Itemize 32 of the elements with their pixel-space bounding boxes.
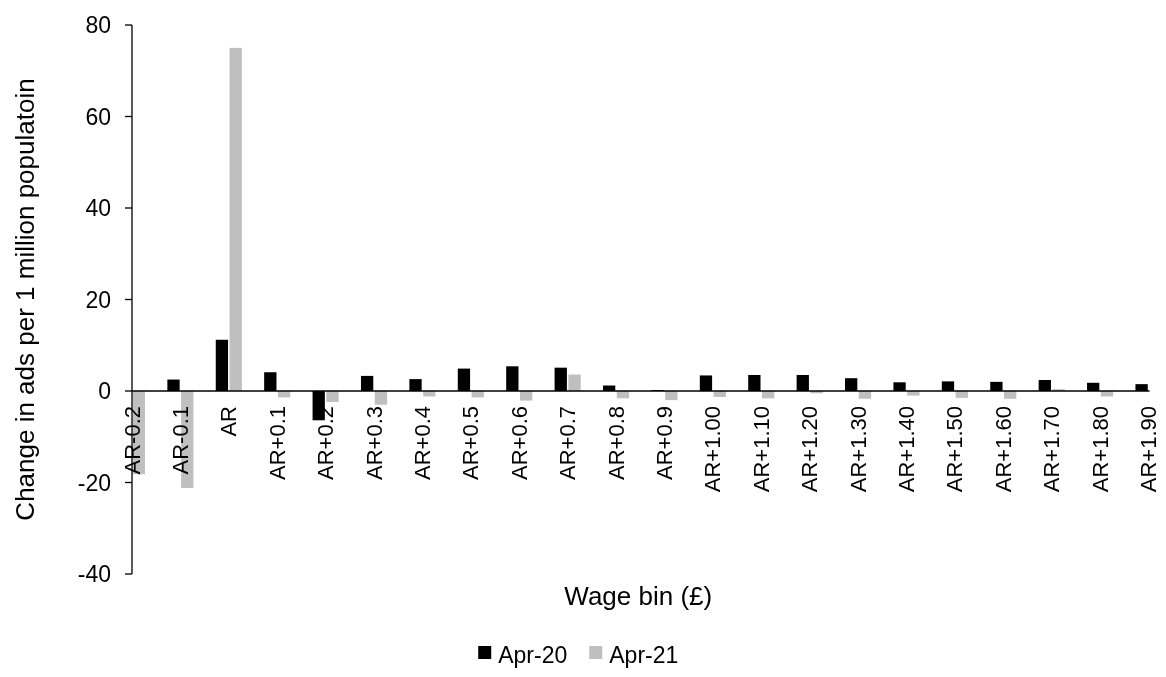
x-tick-label: AR+1.10 [748, 406, 774, 493]
y-tick-label: 60 [85, 103, 111, 130]
x-tick-label: AR+1.20 [797, 406, 823, 493]
y-tick-label: 80 [85, 12, 111, 38]
x-tick-label: AR-0.1 [167, 406, 193, 475]
x-tick-label: AR+0.6 [506, 406, 532, 480]
x-tick-label: AR+1.70 [1039, 406, 1065, 493]
x-tick-label: AR+0.8 [603, 406, 629, 480]
x-tick-label: AR+1.90 [1136, 406, 1161, 493]
x-tick-label: AR [216, 406, 242, 437]
x-axis-title: Wage bin (£) [564, 581, 713, 611]
legend-label: Apr-21 [609, 642, 679, 668]
y-tick-label: 20 [85, 286, 111, 313]
x-tick-label: AR+1.40 [893, 406, 919, 493]
x-tick-label: AR+0.9 [651, 406, 677, 480]
y-axis-title: Change in ads per 1 million populatoin [9, 78, 40, 521]
x-tick-label: AR+1.60 [990, 406, 1016, 493]
x-tick-label: AR+1.50 [942, 406, 968, 493]
y-tick-label: 40 [85, 195, 111, 221]
x-tick-label: AR+0.5 [458, 406, 484, 480]
x-tick-label: AR+1.80 [1087, 406, 1113, 493]
x-tick-label: AR+1.00 [700, 406, 726, 493]
y-tick-label: -40 [77, 561, 111, 587]
x-tick-label: AR+0.7 [555, 406, 581, 480]
y-tick-label: 0 [98, 378, 111, 404]
x-tick-label: AR+0.3 [361, 406, 387, 480]
x-tick-label: AR+0.1 [264, 406, 290, 480]
x-tick-label: AR+0.4 [409, 406, 435, 480]
x-tick-label: AR-0.2 [119, 406, 145, 475]
legend-label: Apr-20 [498, 642, 568, 668]
y-tick-label: -20 [77, 469, 111, 496]
x-tick-label: AR+1.30 [845, 406, 871, 493]
